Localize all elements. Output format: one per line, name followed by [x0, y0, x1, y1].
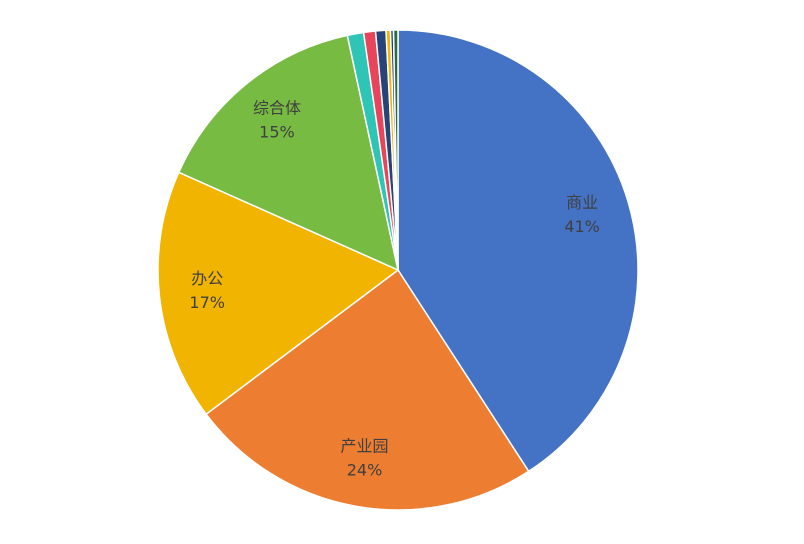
- slice-label: 产业园: [341, 437, 389, 456]
- slice-label: 综合体: [253, 98, 301, 117]
- slice-label: 办公: [191, 269, 223, 288]
- value-label: 41%: [564, 217, 600, 236]
- value-label: 24%: [347, 461, 383, 480]
- pie-slice: [392, 29, 399, 271]
- pie-slice: [397, 29, 639, 473]
- pie-slice: [205, 268, 530, 511]
- pie-slice: [157, 171, 400, 416]
- slice-label: 商业: [566, 193, 598, 212]
- pie-slice: [177, 34, 400, 272]
- value-label: 17%: [189, 293, 225, 312]
- value-label: 15%: [259, 122, 295, 141]
